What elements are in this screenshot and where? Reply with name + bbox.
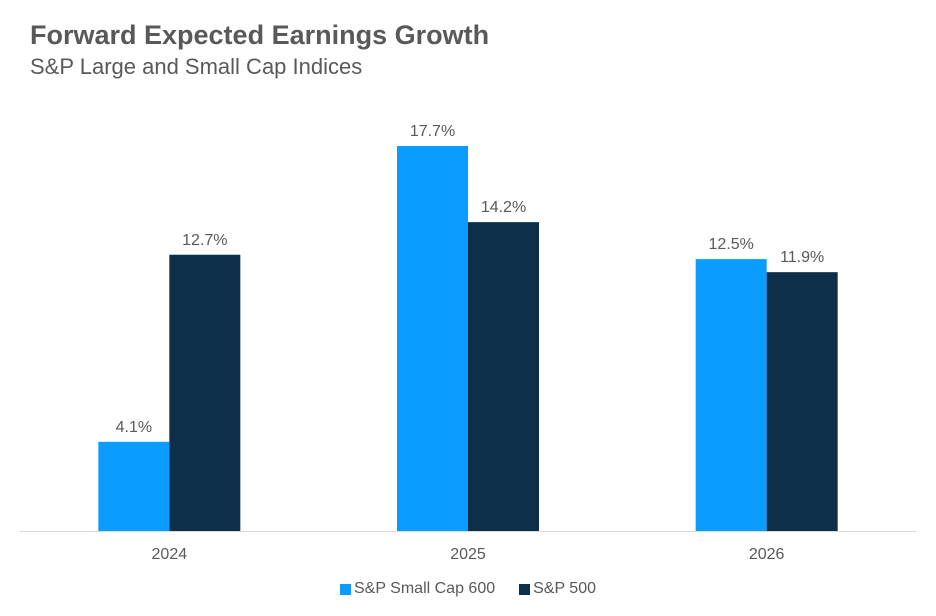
legend: S&P Small Cap 600 S&P 500 bbox=[0, 580, 936, 598]
x-tick-label-2024: 2024 bbox=[152, 546, 188, 563]
chart-title: Forward Expected Earnings Growth bbox=[30, 20, 490, 50]
bar-small-cap-2025 bbox=[397, 146, 468, 531]
data-label-small-cap-2026: 12.5% bbox=[708, 236, 753, 253]
bar-sp500-2024 bbox=[169, 254, 241, 531]
data-label-small-cap-2024: 4.1% bbox=[116, 419, 152, 436]
data-label-sp500-2026: 11.9% bbox=[780, 249, 824, 266]
chart-subtitle: S&P Large and Small Cap Indices bbox=[30, 54, 363, 79]
bar-sp500-2026 bbox=[766, 272, 838, 531]
data-label-sp500-2024: 12.7% bbox=[182, 232, 227, 249]
bar-small-cap-2024 bbox=[98, 441, 170, 531]
legend-label-small-cap: S&P Small Cap 600 bbox=[354, 580, 496, 597]
legend-item-small-cap: S&P Small Cap 600 bbox=[340, 580, 495, 598]
legend-label-sp500: S&P 500 bbox=[533, 580, 596, 597]
x-tick-label-2025: 2025 bbox=[450, 546, 486, 563]
data-label-small-cap-2025: 17.7% bbox=[410, 123, 455, 140]
legend-swatch-sp500 bbox=[519, 583, 531, 595]
legend-item-sp500: S&P 500 bbox=[519, 580, 596, 598]
bar-sp500-2025 bbox=[468, 222, 539, 531]
legend-swatch-small-cap bbox=[340, 583, 351, 595]
bar-small-cap-2026 bbox=[695, 259, 767, 531]
data-label-sp500-2025: 14.2% bbox=[481, 199, 526, 216]
x-tick-label-2026: 2026 bbox=[749, 546, 785, 563]
